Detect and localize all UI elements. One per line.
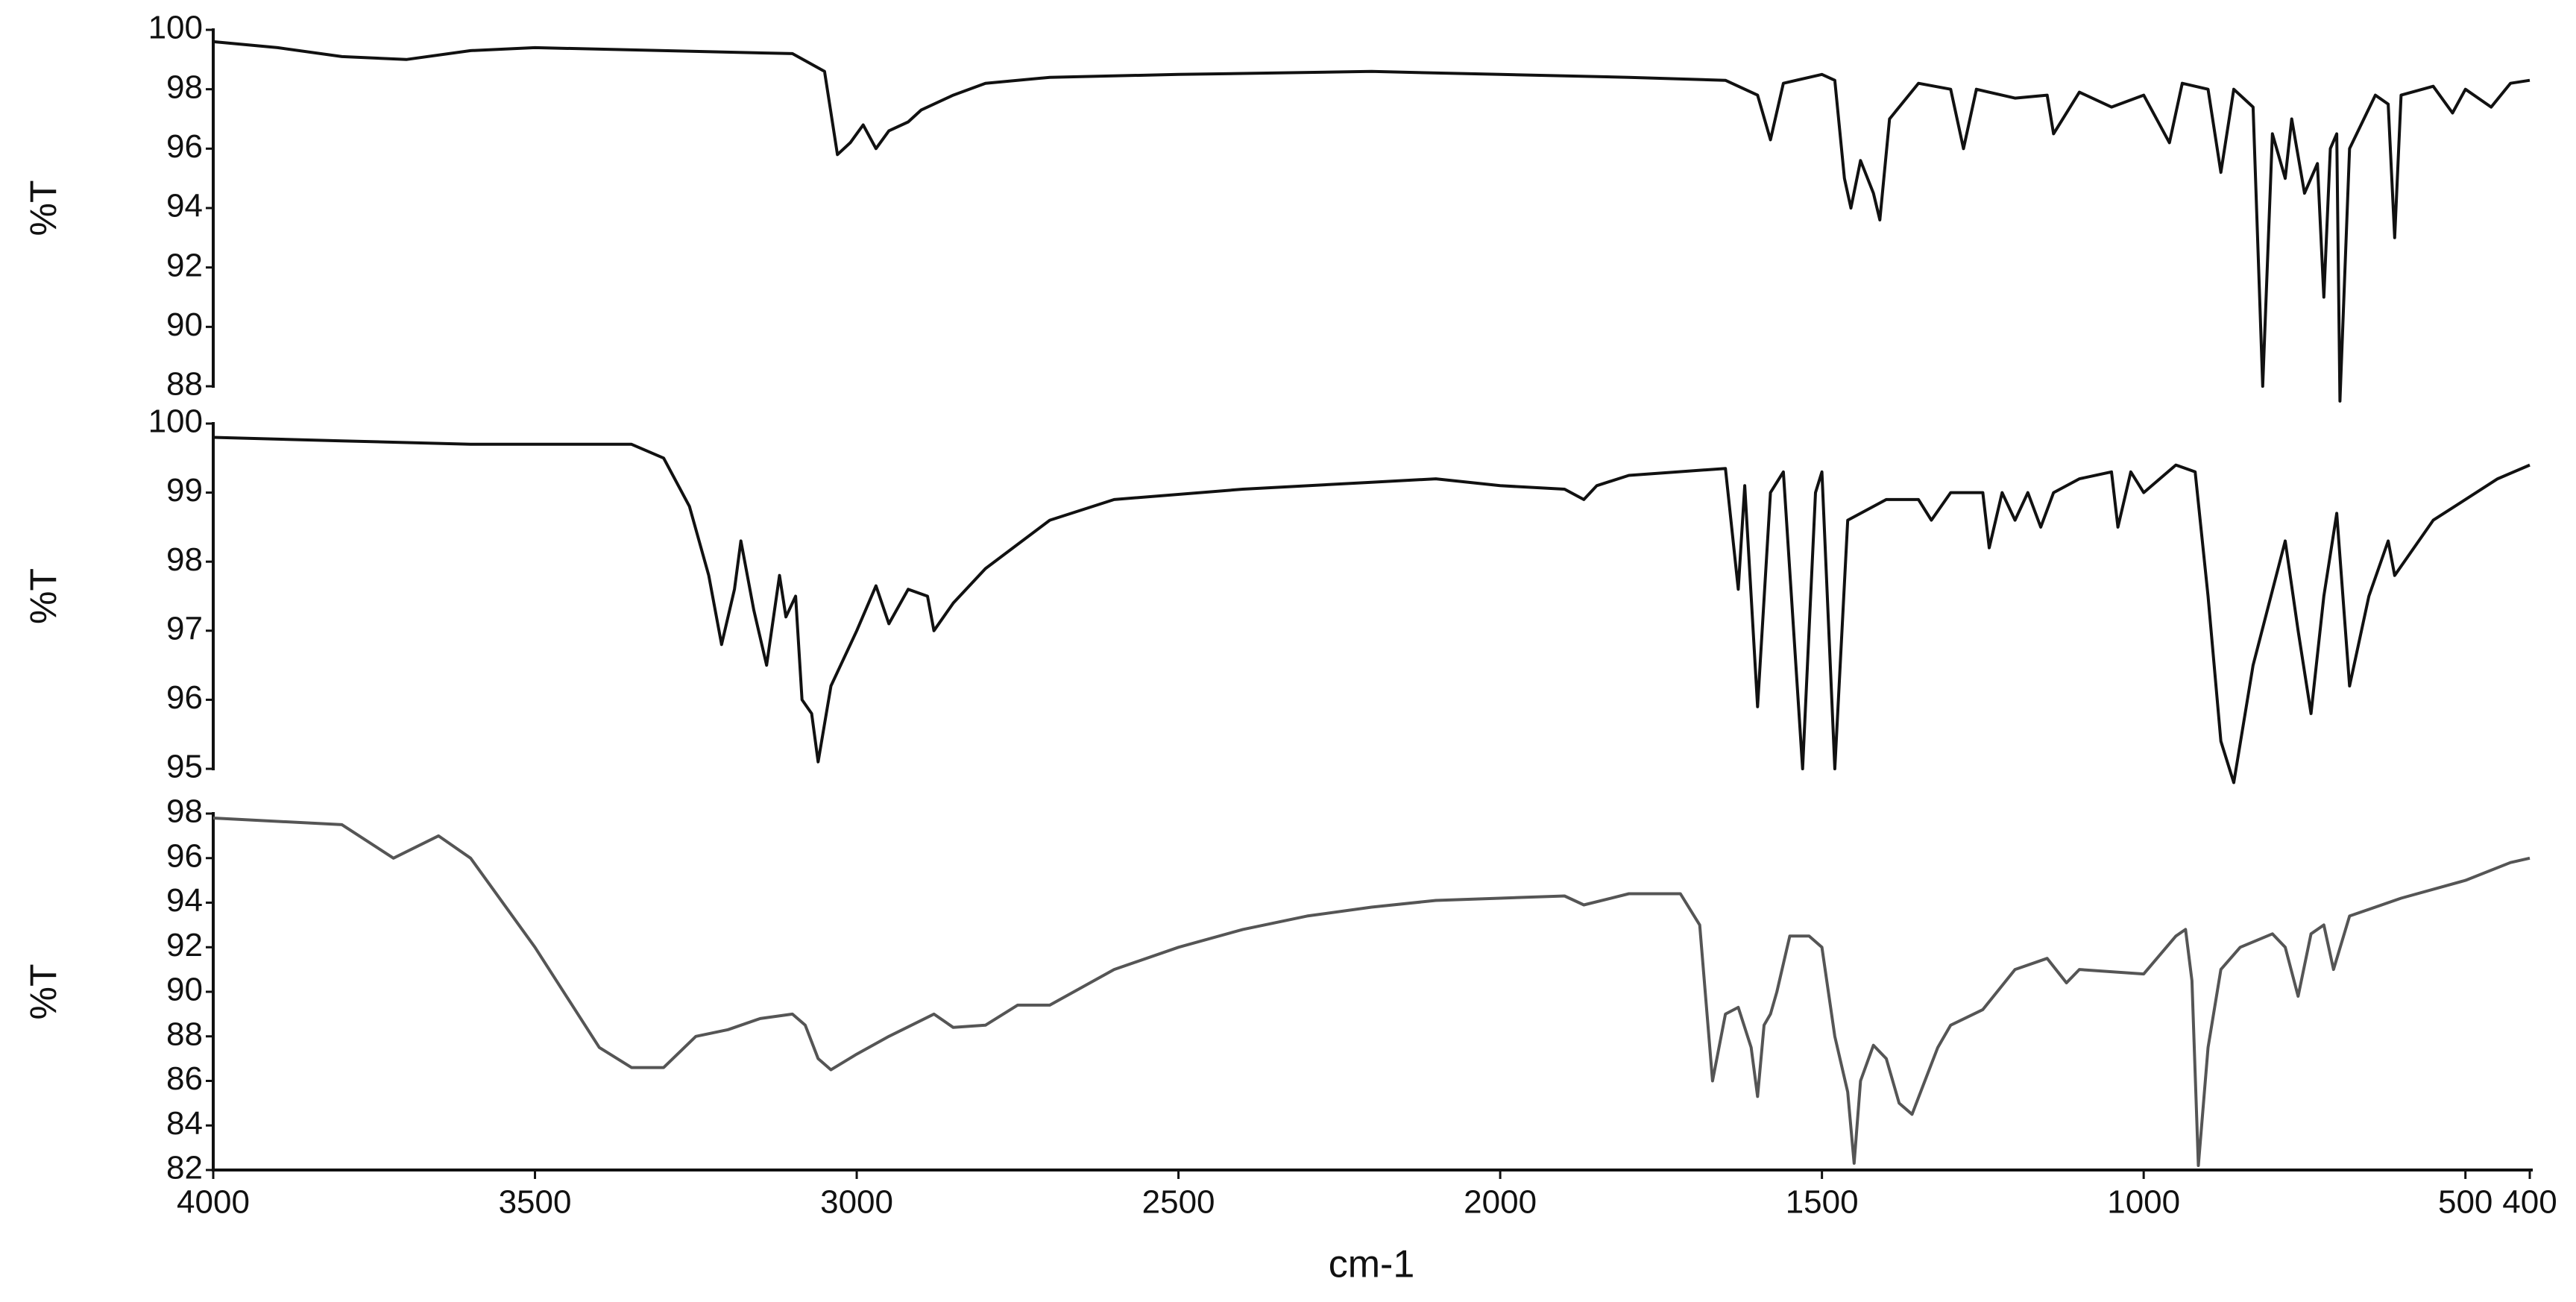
x-tick-label: 1000: [2107, 1184, 2180, 1221]
y-tick-label: 97: [166, 610, 203, 647]
y-tick-label: 96: [166, 128, 203, 165]
y-tick-label: 88: [166, 366, 203, 403]
y-axis-label: %T: [22, 964, 64, 1020]
x-axis-label: cm-1: [1329, 1243, 1415, 1286]
y-tick-label: 90: [166, 972, 203, 1008]
y-tick-label: 100: [148, 403, 203, 440]
y-axis-label: %T: [22, 180, 64, 236]
spectrum-line: [212, 817, 2531, 1167]
y-tick-label: 98: [166, 541, 203, 578]
y-tick-label: 96: [166, 679, 203, 716]
y-tick-label: 92: [166, 927, 203, 963]
y-tick-label: 98: [166, 793, 203, 830]
x-tick-label: 3500: [499, 1184, 572, 1221]
x-tick-label: 1500: [1786, 1184, 1859, 1221]
x-tick-label: 2000: [1464, 1184, 1537, 1221]
x-tick-label: 400: [2502, 1184, 2557, 1221]
y-tick-label: 95: [166, 749, 203, 785]
x-tick-label: 3000: [820, 1184, 893, 1221]
y-tick-label: 100: [148, 10, 203, 46]
y-axis-label: %T: [22, 568, 64, 624]
y-tick-label: 98: [166, 69, 203, 105]
y-tick-label: 86: [166, 1060, 203, 1097]
x-tick-label: 2500: [1142, 1184, 1215, 1221]
y-tick-label: 92: [166, 247, 203, 283]
y-tick-label: 94: [166, 882, 203, 919]
spectrum-line: [212, 435, 2531, 784]
y-tick-label: 90: [166, 306, 203, 343]
x-tick-label: 500: [2438, 1184, 2492, 1221]
y-tick-label: 84: [166, 1105, 203, 1142]
spectrum-line: [212, 40, 2531, 403]
y-tick-label: 99: [166, 472, 203, 509]
x-tick-label: 4000: [177, 1184, 250, 1221]
y-tick-label: 88: [166, 1016, 203, 1052]
y-tick-label: 82: [166, 1150, 203, 1186]
y-tick-label: 96: [166, 837, 203, 874]
y-tick-label: 94: [166, 188, 203, 224]
